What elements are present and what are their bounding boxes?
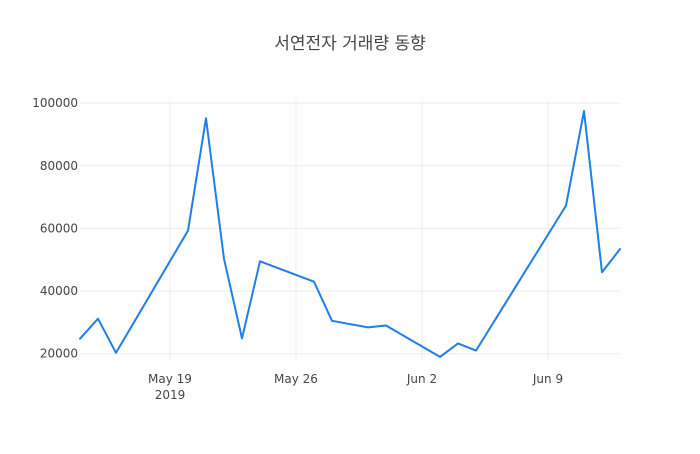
y-tick-label: 100000 <box>32 96 78 110</box>
y-gridlines <box>80 102 620 355</box>
x-axis: May 19 2019 May 26 Jun 2 Jun 9 <box>148 372 563 402</box>
x-tick-year-label: 2019 <box>155 388 186 402</box>
x-tick-label: Jun 2 <box>406 372 437 386</box>
series-layer <box>79 110 621 358</box>
chart-title: 서연전자 거래량 동향 <box>274 34 426 54</box>
y-axis: 20000 40000 60000 80000 100000 <box>32 96 78 361</box>
y-tick-label: 80000 <box>40 159 78 173</box>
x-tick-label: Jun 9 <box>532 372 563 386</box>
x-gridlines <box>169 100 549 360</box>
y-tick-label: 60000 <box>40 221 78 235</box>
y-tick-label: 40000 <box>40 284 78 298</box>
series-line <box>79 110 621 358</box>
x-tick-label: May 26 <box>274 372 318 386</box>
y-tick-label: 20000 <box>40 347 78 361</box>
x-tick-label: May 19 <box>148 372 192 386</box>
